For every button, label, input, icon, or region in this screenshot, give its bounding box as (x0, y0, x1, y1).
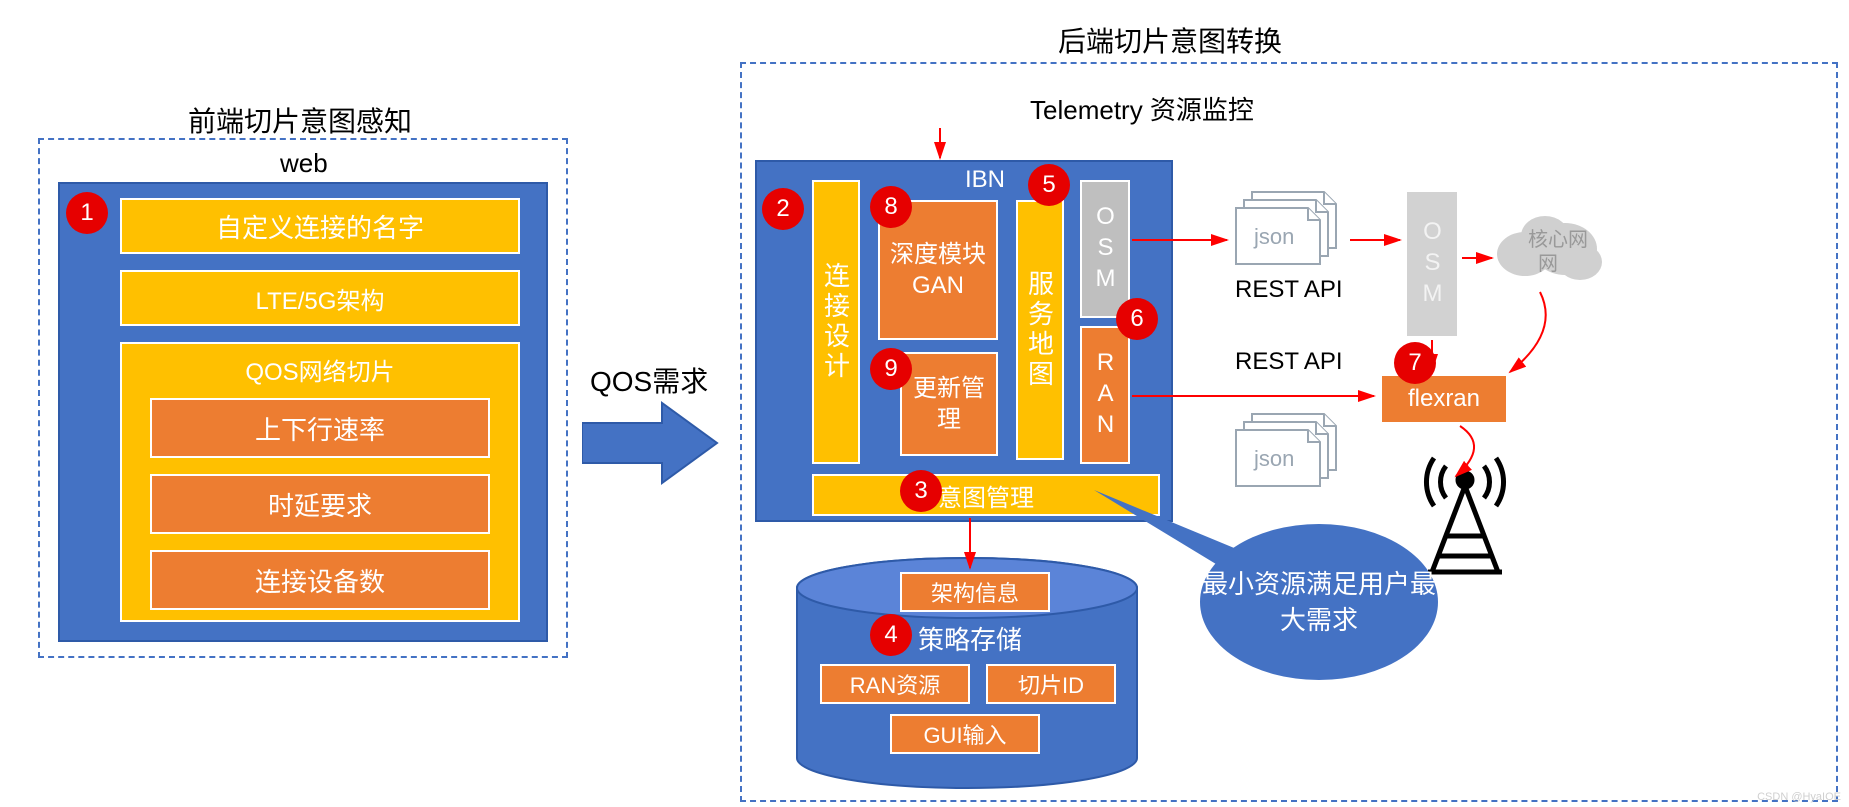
rest-api-2: REST API (1235, 348, 1343, 376)
osm-v-text: OSM (1091, 203, 1119, 296)
watermark: CSDN @HyaIOE (1757, 791, 1841, 803)
osm-right: OSM (1405, 190, 1459, 338)
fb-box1: 自定义连接的名字 (120, 198, 520, 254)
col-connect: 连接设计 (812, 180, 860, 464)
ran-res: RAN资源 (820, 664, 970, 704)
qos-label: QOS需求 (590, 360, 708, 400)
badge-7: 7 (1394, 342, 1436, 384)
badge-3: 3 (900, 470, 942, 512)
json-stack-1: json (1230, 190, 1350, 275)
flexran: flexran (1380, 374, 1508, 424)
fb-box3-label: QOS网络切片 (245, 352, 394, 387)
fb-sub1: 上下行速率 (150, 398, 490, 458)
arrow-main (582, 398, 722, 488)
update-mgmt: 更新管理 (900, 352, 998, 456)
telemetry-label: Telemetry 资源监控 (1030, 90, 1254, 127)
update-mgmt-text: 更新管理 (902, 373, 996, 435)
badge-8: 8 (870, 186, 912, 228)
core-net-cloud: 核心网 网 (1490, 204, 1610, 299)
badge-6: 6 (1116, 298, 1158, 340)
json-stack-2: json (1230, 412, 1350, 497)
fb-sub3: 连接设备数 (150, 550, 490, 610)
service-map: 服务地图 (1016, 200, 1064, 460)
ibn-label: IBN (965, 166, 1005, 194)
frontend-title: 前端切片意图感知 (160, 100, 440, 140)
web-label: web (280, 148, 328, 179)
badge-5: 5 (1028, 164, 1070, 206)
arch-info: 架构信息 (900, 572, 1050, 612)
ran-v-text: RAN (1091, 349, 1119, 442)
backend-title: 后端切片意图转换 (1020, 20, 1320, 60)
antenna-icon (1410, 456, 1520, 581)
json1-text: json (1253, 224, 1294, 249)
deep-module-text: 深度模块GAN (880, 239, 996, 301)
slice-id: 切片ID (986, 664, 1116, 704)
osm-v: OSM (1080, 180, 1130, 318)
fb-box2: LTE/5G架构 (120, 270, 520, 326)
badge-9: 9 (870, 348, 912, 390)
ran-v: RAN (1080, 326, 1130, 464)
svg-text:核心网: 核心网 (1528, 228, 1588, 251)
min-res-text: 最小资源满足用户最大需求 (1200, 566, 1438, 639)
badge-4: 4 (870, 614, 912, 656)
rest-api-1: REST API (1235, 276, 1343, 304)
gui-input: GUI输入 (890, 714, 1040, 754)
svg-text:网: 网 (1538, 253, 1558, 275)
intent-mgmt-text: 意图管理 (938, 478, 1034, 513)
policy-store: 策略存储 (918, 620, 1022, 657)
fb-sub2: 时延要求 (150, 474, 490, 534)
service-map-text: 服务地图 (1022, 270, 1059, 390)
min-res-callout: 最小资源满足用户最大需求 (1200, 524, 1438, 680)
col-connect-text: 连接设计 (818, 262, 855, 382)
osm-right-text: OSM (1418, 218, 1446, 311)
badge-2: 2 (762, 188, 804, 230)
badge-1: 1 (66, 192, 108, 234)
svg-text:json: json (1253, 446, 1294, 471)
